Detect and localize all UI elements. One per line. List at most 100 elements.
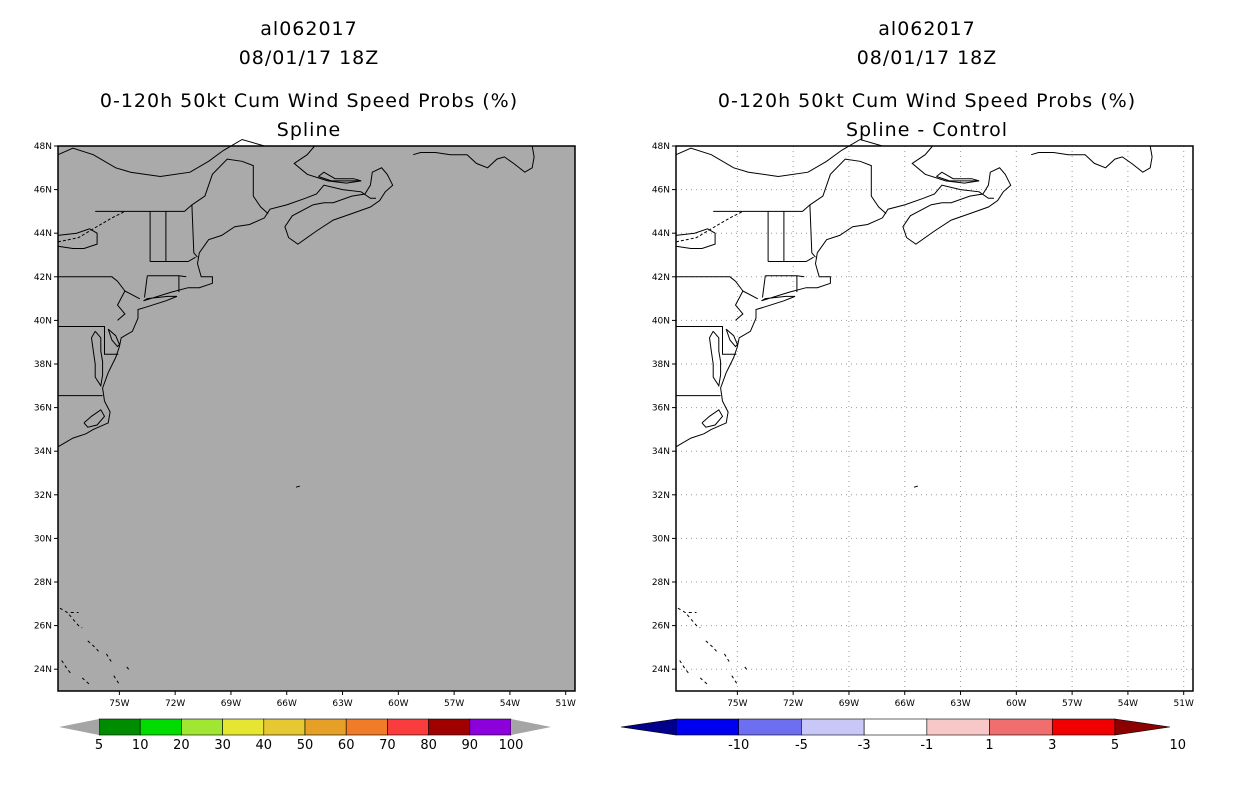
lon-label: 72W [783, 699, 803, 709]
colorbar-start-arrow [59, 719, 99, 735]
lon-label: 69W [221, 699, 241, 709]
bermuda-island [913, 485, 918, 488]
colorbar-segment [139, 718, 182, 736]
lon-label: 69W [839, 699, 859, 709]
chesapeake-bay [90, 330, 104, 388]
lat-label: 26N [34, 622, 52, 632]
map-frame [57, 145, 576, 692]
state-border [742, 290, 759, 300]
map-geography [675, 138, 1153, 685]
storm-id: al062017 [878, 18, 976, 40]
storm-id: al062017 [260, 18, 358, 40]
colorbar-label: 10 [1169, 738, 1186, 753]
st-lawrence-coast [57, 138, 283, 178]
colorbar-start-arrow [620, 718, 677, 736]
bahamas-island [731, 675, 738, 685]
map-frame [675, 145, 1194, 692]
state-border [144, 275, 148, 298]
nova-scotia-coast [902, 167, 1012, 245]
delaware-bay [107, 328, 120, 348]
map-plot: 48N 46N 44N 42N 40N 38N 36N 34N 32N 30N 28N 26N 24N 7… [34, 138, 576, 709]
colorbar-segment [222, 718, 265, 736]
colorbar-label: 10 [132, 738, 149, 753]
product-title: 0-120h 50kt Cum Wind Speed Probs (%) [99, 90, 519, 112]
bahamas-island [61, 660, 72, 674]
colorbar-segment [304, 718, 347, 736]
lon-label: 66W [895, 699, 915, 709]
colorbar-label: 70 [379, 738, 396, 753]
left-panel: al062017 08/01/17 18Z 0-120h 50kt Cum Wi… [34, 18, 576, 753]
lat-label: 46N [34, 186, 52, 196]
lat-label: 38N [34, 360, 52, 370]
colorbar-segment [801, 718, 865, 736]
colorbar-end-arrow [1114, 718, 1171, 736]
coastline [57, 184, 376, 448]
colorbar-segment [428, 718, 471, 736]
lat-label: 34N [34, 447, 52, 457]
colorbar-label: 1 [985, 738, 993, 753]
state-border [58, 326, 119, 355]
state-border [191, 204, 198, 258]
lon-label: 57W [444, 699, 464, 709]
map-geography [57, 138, 535, 685]
colorbar-label: 30 [214, 738, 231, 753]
lat-label: 30N [652, 534, 670, 544]
datetime: 08/01/17 18Z [238, 47, 380, 69]
lat-label: 40N [34, 316, 52, 326]
bahamas-island [686, 614, 701, 629]
colorbar-label: 20 [173, 738, 190, 753]
pamlico-sound [83, 409, 106, 428]
lat-label: 44N [652, 229, 670, 239]
newfoundland-coast [413, 145, 535, 173]
lat-label: 48N [652, 142, 670, 152]
lat-label: 48N [34, 142, 52, 152]
colorbar-label: 90 [462, 738, 479, 753]
lon-label: 54W [500, 699, 520, 709]
lon-label: 63W [950, 699, 970, 709]
bahamas-island [105, 653, 113, 663]
bahamas-island [113, 675, 120, 685]
colorbar-label: 50 [297, 738, 314, 753]
chesapeake-bay [708, 330, 722, 388]
lat-label: 34N [652, 447, 670, 457]
subtitle: Spline [276, 119, 342, 141]
lat-label: 42N [652, 273, 670, 283]
colorbar-segment [738, 718, 802, 736]
product-title: 0-120h 50kt Cum Wind Speed Probs (%) [717, 90, 1137, 112]
state-border [150, 256, 196, 262]
lat-label: 30N [34, 534, 52, 544]
lat-label: 36N [652, 404, 670, 414]
bahamas-island [723, 653, 731, 663]
bahamas-island [679, 660, 690, 674]
lat-label: 24N [34, 665, 52, 675]
bahamas-island [677, 607, 697, 613]
colorbar-label: 80 [420, 738, 437, 753]
colorbar-segment [469, 718, 512, 736]
map-background [58, 146, 575, 691]
colorbar-segment [675, 718, 740, 736]
lat-label: 44N [34, 229, 52, 239]
colorbar-label: 100 [499, 738, 524, 753]
colorbar: 5 10 20 30 40 50 60 70 80 90 100 [59, 718, 551, 753]
pamlico-sound [701, 409, 724, 428]
map-figure: 48N 46N 44N 42N 40N 38N 36N 34N 32N 30N 28N 26N 24N 7… [34, 138, 576, 753]
state-border [116, 290, 126, 321]
bahamas-island [68, 614, 83, 629]
bahamas-island [87, 640, 100, 653]
right-panel: al062017 08/01/17 18Z 0-120h 50kt Cum Wi… [618, 0, 1236, 800]
colorbar-label: -3 [858, 738, 871, 753]
datetime: 08/01/17 18Z [856, 47, 998, 69]
colorbar-segment [1051, 718, 1116, 736]
colorbar-segment [263, 718, 306, 736]
lon-label: 60W [1006, 699, 1026, 709]
state-border [124, 290, 141, 300]
state-border [676, 326, 737, 355]
lon-label: 54W [1118, 699, 1138, 709]
gaspe-coast [293, 145, 362, 184]
lat-label: 42N [34, 273, 52, 283]
bahamas-island [705, 640, 718, 653]
lon-label: 63W [332, 699, 352, 709]
colorbar-label: 40 [256, 738, 273, 753]
bahamas-island [81, 677, 90, 685]
bahamas-island [59, 607, 79, 613]
